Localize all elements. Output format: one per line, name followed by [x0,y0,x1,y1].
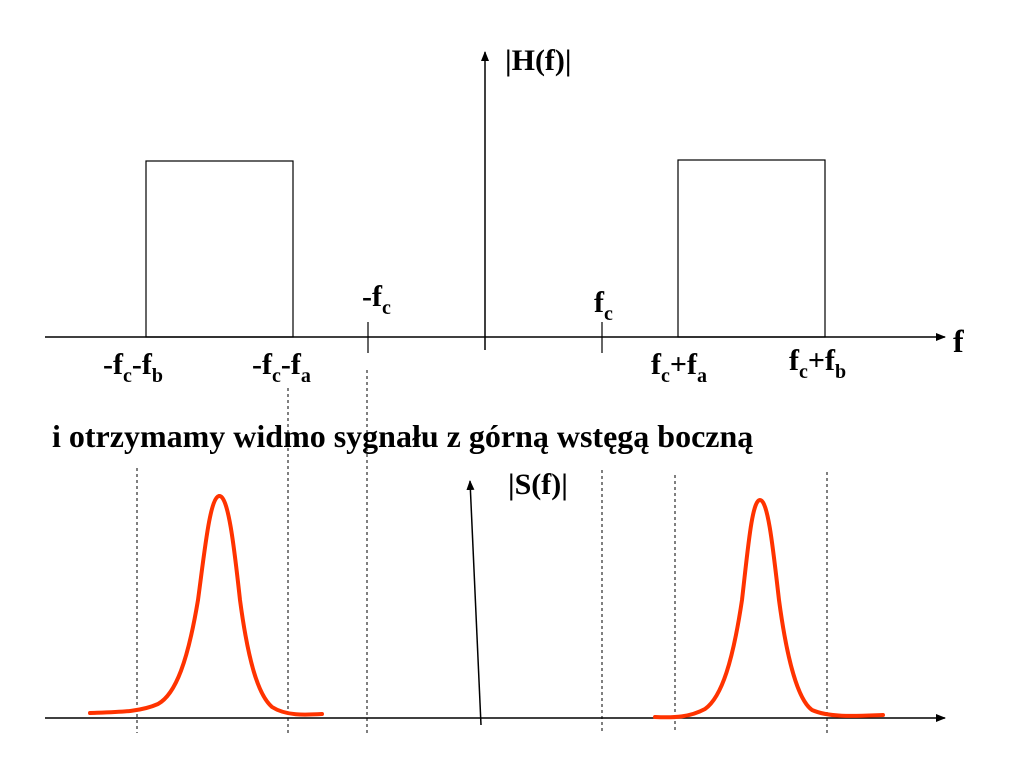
pos-fc-fa-label: fc+fa [651,348,707,387]
freq-symbol-label: f [953,323,964,359]
sideband-negative-curve [88,494,324,717]
sideband-positive-curve [653,498,885,720]
pos-fc-label: fc [594,286,613,325]
neg-fc-fa-label: -fc-fa [252,348,311,387]
neg-fc-fb-label: -fc-fb [103,348,163,387]
caption-text: i otrzymamy widmo sygnału z górną wstęgą… [52,418,754,454]
bottom-magnitude-axis [466,480,482,726]
h-of-f-label: |H(f)| [505,44,572,77]
filter-passband-positive [677,159,826,338]
pos-fc-fb-label: fc+fb [789,344,847,383]
filter-passband-negative [145,160,294,338]
neg-fc-label: -fc [362,280,391,319]
s-of-f-label: |S(f)| [508,468,568,501]
